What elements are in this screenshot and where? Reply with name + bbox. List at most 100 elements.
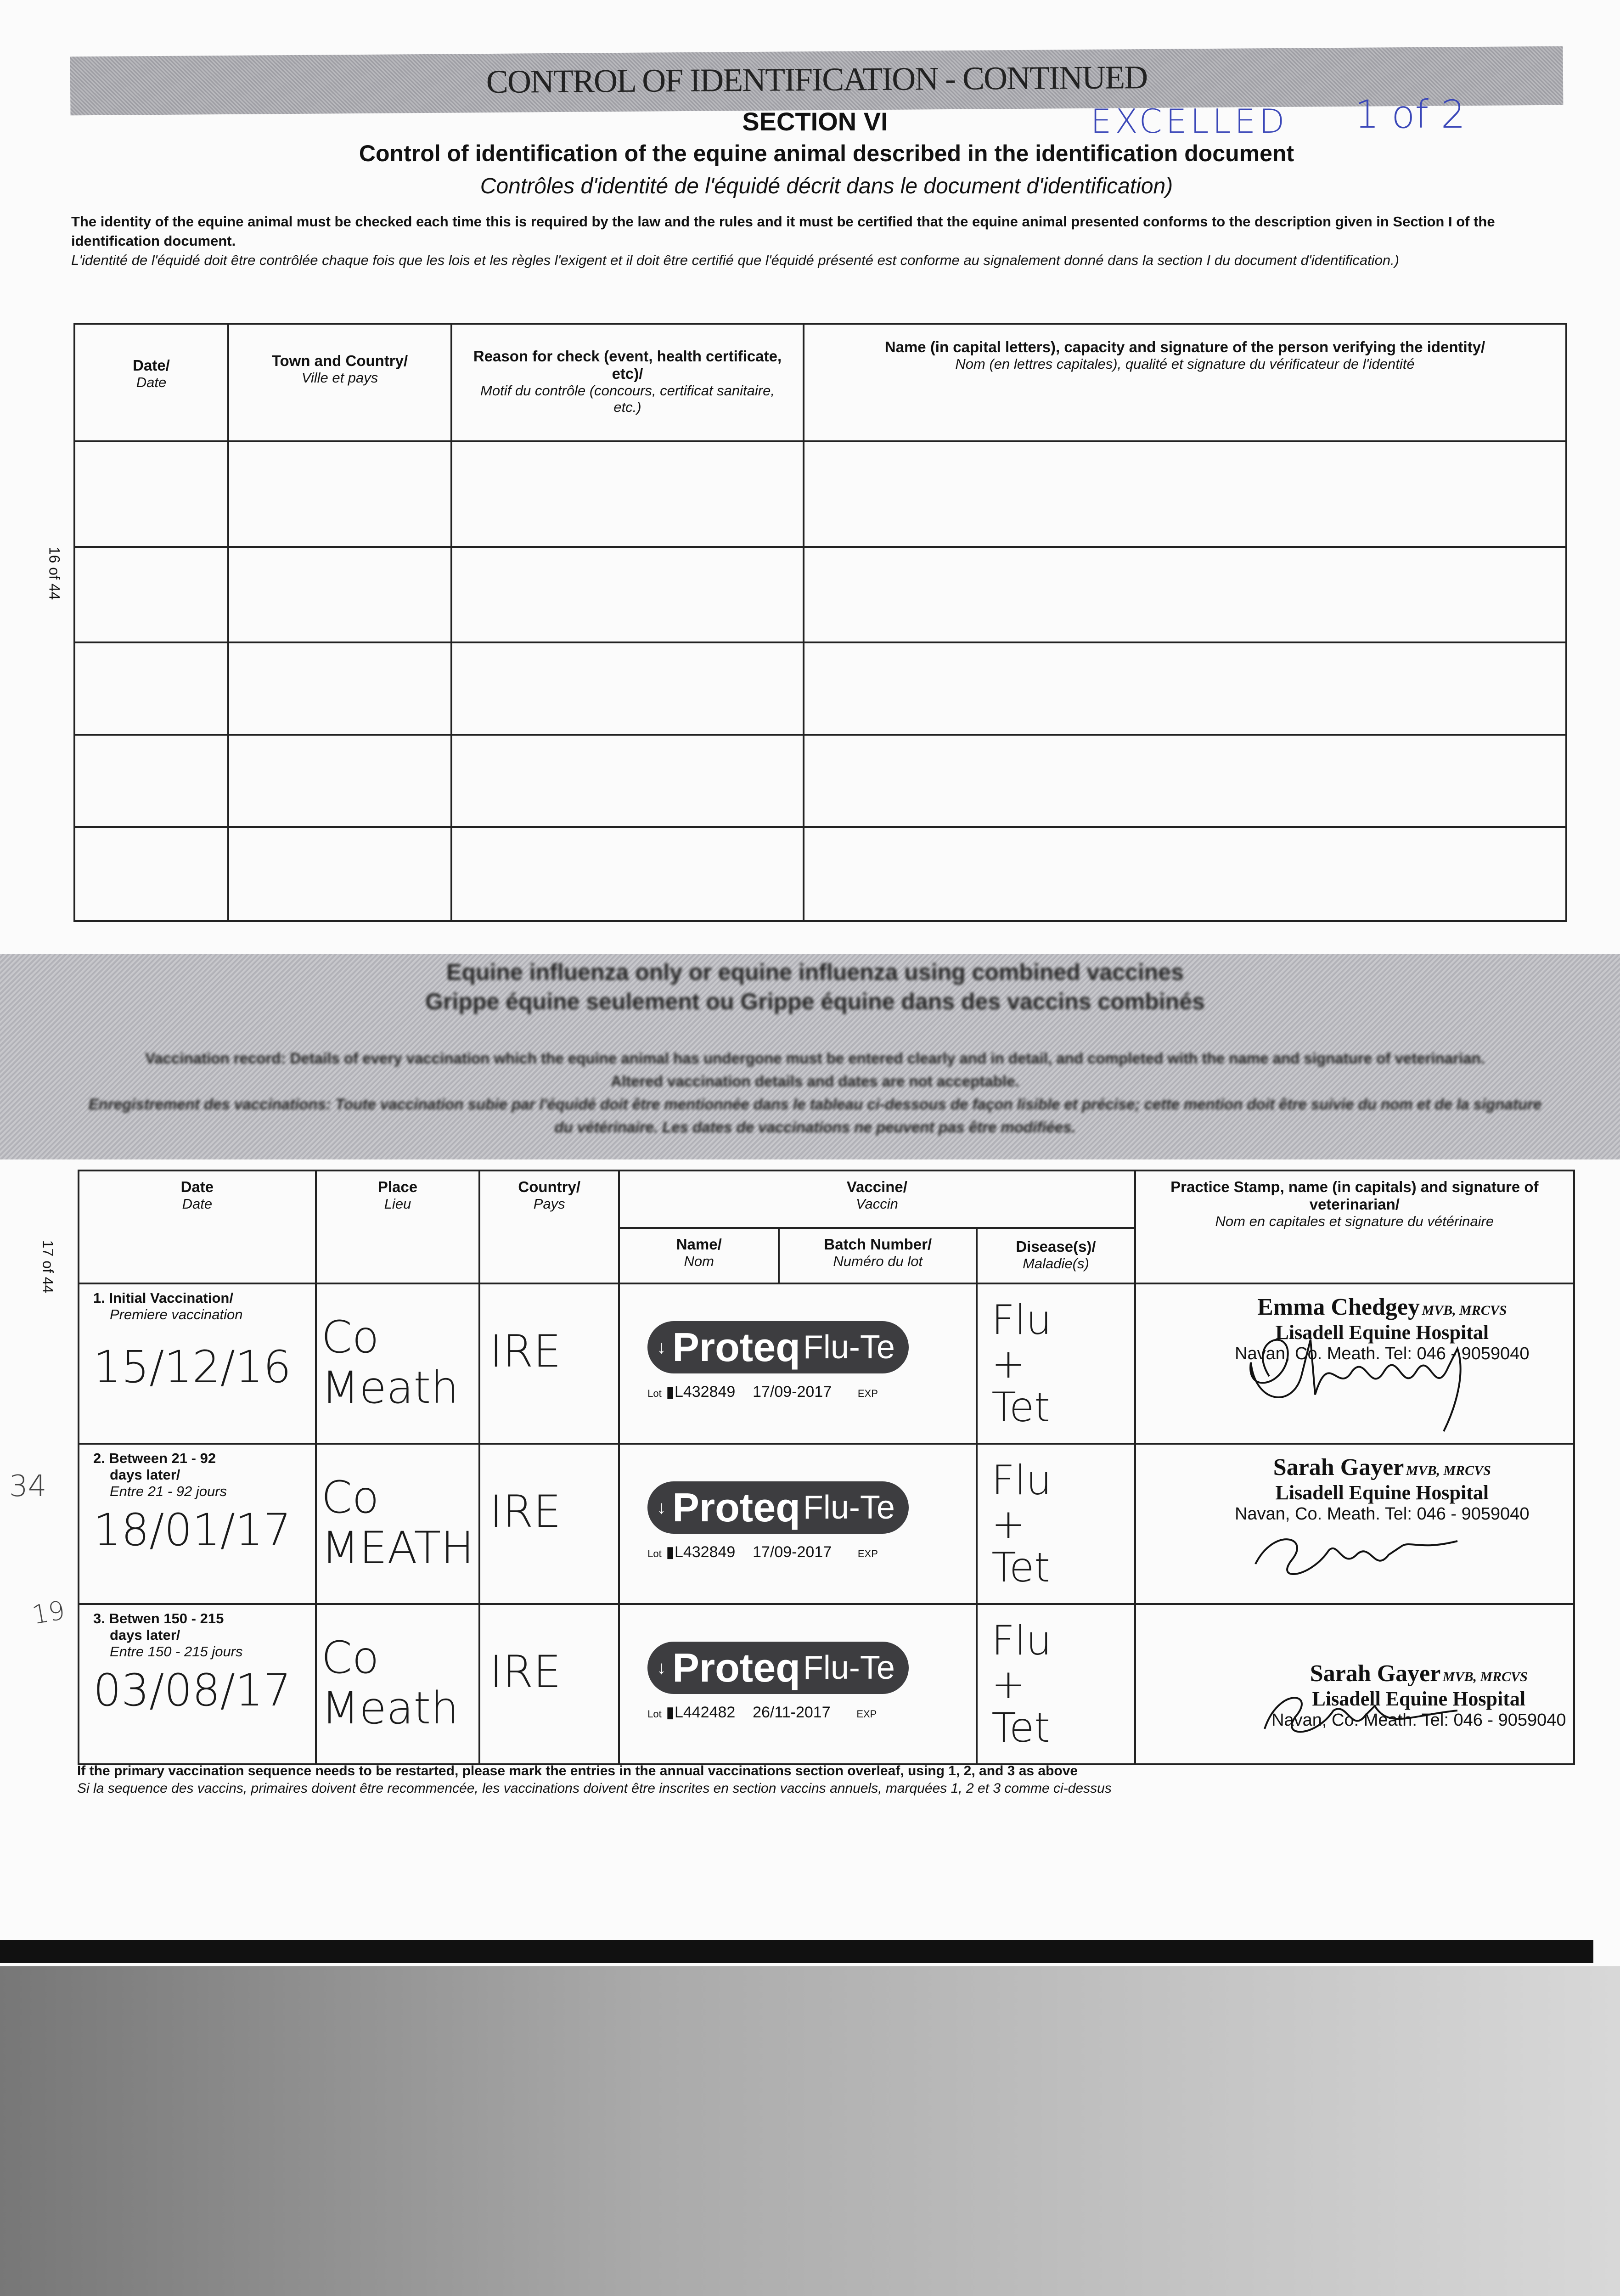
cell-place[interactable]: Co Meath (315, 1603, 481, 1765)
cell-date[interactable]: 1. Initial Vaccination/Premiere vaccinat… (78, 1283, 317, 1445)
cell-town[interactable] (227, 440, 452, 548)
vaccination-title: Equine influenza only or equine influenz… (425, 959, 1205, 1014)
cell-place[interactable]: Co MEATH (315, 1443, 481, 1605)
cell-vaccine-sticker[interactable]: ↓ Proteq Flu-Te Lot ▮L442482 26/11-2017 EXP (618, 1603, 978, 1765)
place-value: Co MEATH (321, 1472, 474, 1574)
margin-annotation-34: 34 (9, 1469, 47, 1503)
expiry-date: 17/09-2017 (753, 1383, 832, 1401)
page-number-left-bottom: 17 of 44 (39, 1240, 56, 1294)
row-label: 3. Betwen 150 - 215 (93, 1610, 224, 1626)
cell-town[interactable] (227, 642, 452, 736)
margin-annotation-19: 19 (29, 1595, 68, 1631)
row-label-cont: days later/ (110, 1627, 180, 1643)
cell-country[interactable]: IRE (478, 1603, 620, 1765)
batch-line: Lot ▮L442482 26/11-2017 EXP (647, 1704, 877, 1721)
arrow-icon: ↓ (657, 1657, 666, 1678)
cell-verifier[interactable] (803, 734, 1567, 828)
batch-number: L442482 (674, 1704, 736, 1721)
cell-vaccine-sticker[interactable]: ↓ Proteq Flu-Te Lot ▮L432849 17/09-2017 EXP (618, 1283, 978, 1445)
cell-vaccine-sticker[interactable]: ↓ Proteq Flu-Te Lot ▮L432849 17/09-2017 EXP (618, 1443, 978, 1605)
row-label: 2. Between 21 - 92 (93, 1450, 216, 1466)
vaccination-row: 2. Between 21 - 92 days later/Entre 21 - … (78, 1443, 1575, 1605)
handwritten-page-count: 1 of 2 (1355, 92, 1466, 137)
vet-signature (1249, 1339, 1462, 1432)
batch-line: Lot ▮L432849 17/09-2017 EXP (647, 1383, 878, 1401)
table-row (73, 546, 1567, 643)
document-title: Control of identification of the equine … (359, 141, 1294, 166)
batch-number: L432849 (674, 1383, 736, 1401)
cell-disease[interactable]: Flu + Tet (976, 1443, 1136, 1605)
vet-qualifications: MVB, MRCVS (1406, 1463, 1491, 1478)
cell-veterinarian-stamp[interactable]: Sarah Gayer MVB, MRCVS Lisadell Equine Ho… (1134, 1603, 1575, 1765)
cell-disease[interactable]: Flu + Tet (976, 1283, 1136, 1445)
vet-name: Sarah Gayer (1273, 1454, 1404, 1480)
cell-date[interactable] (73, 734, 229, 828)
row-label: 1. Initial Vaccination/ (93, 1290, 233, 1306)
cell-reason[interactable] (450, 642, 804, 736)
vet-qualifications: MVB, MRCVS (1422, 1303, 1507, 1318)
cell-country[interactable]: IRE (478, 1443, 620, 1605)
table-row (73, 826, 1567, 922)
place-value: Co Meath (321, 1632, 459, 1734)
footnote: If the primary vaccination sequence need… (77, 1762, 1112, 1797)
col-country: Country/Pays (478, 1170, 620, 1284)
intro-fr: L'identité de l'équidé doit être contrôl… (71, 252, 1399, 268)
expiry-date: 17/09-2017 (753, 1543, 832, 1561)
cell-place[interactable]: Co Meath (315, 1283, 481, 1445)
row-label-fr: Entre 21 - 92 jours (110, 1483, 227, 1499)
scan-edge-bar (0, 1940, 1593, 1963)
page-number-left-top: 16 of 44 (46, 546, 63, 600)
col-town-country: Town and Country/Ville et pays (227, 323, 452, 442)
cell-town[interactable] (227, 734, 452, 828)
country-value: IRE (489, 1326, 561, 1377)
cell-date[interactable]: 3. Betwen 150 - 215 days later/Entre 150 … (78, 1603, 317, 1765)
col-vaccine: Vaccine/Vaccin (618, 1170, 1136, 1229)
col-reason: Reason for check (event, health certific… (450, 323, 804, 442)
vet-practice: Lisadell Equine Hospital (1312, 1688, 1526, 1710)
vet-address: Navan, Co. Meath. Tel: 046 - 9059040 (1235, 1344, 1530, 1363)
cell-date[interactable] (73, 642, 229, 736)
table-row (73, 734, 1567, 828)
cell-date[interactable]: 2. Between 21 - 92 days later/Entre 21 - … (78, 1443, 317, 1605)
vet-signature (1263, 1697, 1457, 1733)
cell-date[interactable] (73, 826, 229, 922)
col-disease: Disease(s)/Maladie(s) (976, 1227, 1136, 1284)
footnote-fr: Si la sequence des vaccins, primaires do… (77, 1781, 1112, 1796)
cell-reason[interactable] (450, 440, 804, 548)
cell-town[interactable] (227, 546, 452, 643)
vet-signature (1254, 1538, 1458, 1575)
row-label-fr: Entre 150 - 215 jours (110, 1643, 243, 1660)
arrow-icon: ↓ (657, 1497, 666, 1518)
cell-reason[interactable] (450, 734, 804, 828)
col-verifier: Name (in capital letters), capacity and … (803, 323, 1567, 442)
cell-reason[interactable] (450, 546, 804, 643)
col-date: Date/Date (73, 323, 229, 442)
cell-verifier[interactable] (803, 440, 1567, 548)
cell-date[interactable] (73, 440, 229, 548)
vet-name: Emma Chedgey (1257, 1294, 1420, 1320)
section-banner: CONTROL OF IDENTIFICATION - CONTINUED (70, 46, 1564, 116)
proteq-vaccine-sticker: ↓ Proteq Flu-Te (647, 1481, 909, 1534)
cell-verifier[interactable] (803, 826, 1567, 922)
cell-disease[interactable]: Flu + Tet (976, 1603, 1136, 1765)
scanned-gray-band (0, 954, 1620, 1159)
vaccination-date: 15/12/16 (93, 1341, 292, 1393)
proteq-vaccine-sticker: ↓ Proteq Flu-Te (647, 1642, 909, 1694)
cell-reason[interactable] (450, 826, 804, 922)
arrow-icon: ↓ (657, 1337, 666, 1357)
cell-town[interactable] (227, 826, 452, 922)
table-row (73, 642, 1567, 736)
col-place: Place Lieu (315, 1170, 481, 1284)
vet-address: Navan, Co. Meath. Tel: 046 - 9059040 (1235, 1504, 1530, 1524)
intro-text: The identity of the equine animal must b… (71, 212, 1550, 270)
cell-verifier[interactable] (803, 546, 1567, 643)
cell-verifier[interactable] (803, 642, 1567, 736)
cell-date[interactable] (73, 546, 229, 643)
row-label-cont: days later/ (110, 1467, 180, 1483)
batch-line: Lot ▮L432849 17/09-2017 EXP (647, 1543, 878, 1561)
country-value: IRE (489, 1646, 561, 1698)
cell-veterinarian-stamp[interactable]: Emma Chedgey MVB, MRCVS Lisadell Equine H… (1134, 1283, 1575, 1445)
cell-veterinarian-stamp[interactable]: Sarah Gayer MVB, MRCVS Lisadell Equine Ho… (1134, 1443, 1575, 1605)
proteq-vaccine-sticker: ↓ Proteq Flu-Te (647, 1321, 909, 1373)
cell-country[interactable]: IRE (478, 1283, 620, 1445)
